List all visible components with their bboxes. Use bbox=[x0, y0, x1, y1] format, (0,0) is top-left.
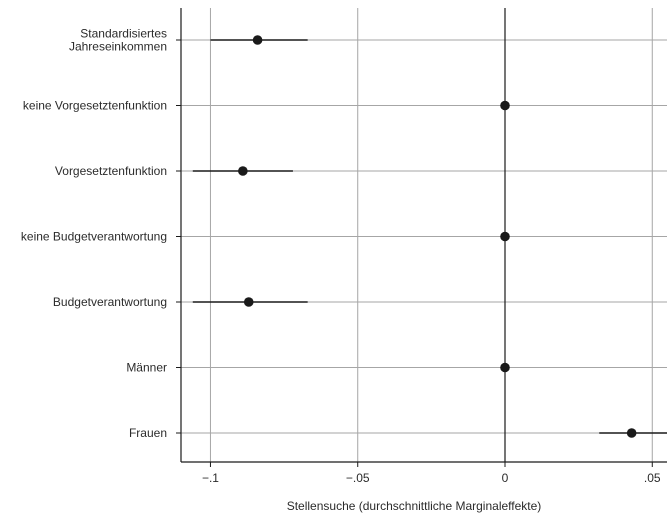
x-tick-label: .05 bbox=[644, 471, 661, 485]
category-label: Männer bbox=[126, 361, 167, 375]
category-label: Standardisiertes bbox=[80, 27, 167, 41]
category-label: keine Budgetverantwortung bbox=[21, 230, 167, 244]
point-estimate bbox=[243, 297, 254, 307]
x-tick-labels: −.1 −.05 0 .05 bbox=[202, 462, 661, 485]
point-estimate bbox=[252, 35, 263, 45]
category-label: Jahreseinkommen bbox=[69, 40, 167, 54]
grid-layer bbox=[181, 8, 667, 462]
point-estimate bbox=[626, 428, 637, 438]
x-tick-label: −.05 bbox=[346, 471, 370, 485]
axis-layer bbox=[180, 8, 667, 463]
point-estimate bbox=[500, 362, 510, 373]
category-label: keine Vorgesetztenfunktion bbox=[23, 99, 167, 113]
category-label: Frauen bbox=[129, 426, 167, 440]
point-estimate bbox=[500, 100, 510, 111]
x-tick-label: −.1 bbox=[202, 471, 219, 485]
x-tick-label: 0 bbox=[502, 471, 509, 485]
x-axis-title: Stellensuche (durchschnittliche Marginal… bbox=[287, 499, 542, 513]
point-estimate bbox=[238, 166, 248, 176]
category-label: Vorgesetztenfunktion bbox=[55, 164, 167, 178]
point-estimate bbox=[500, 231, 510, 242]
marks-layer bbox=[192, 35, 667, 438]
category-label: Budgetverantwortung bbox=[53, 295, 167, 309]
